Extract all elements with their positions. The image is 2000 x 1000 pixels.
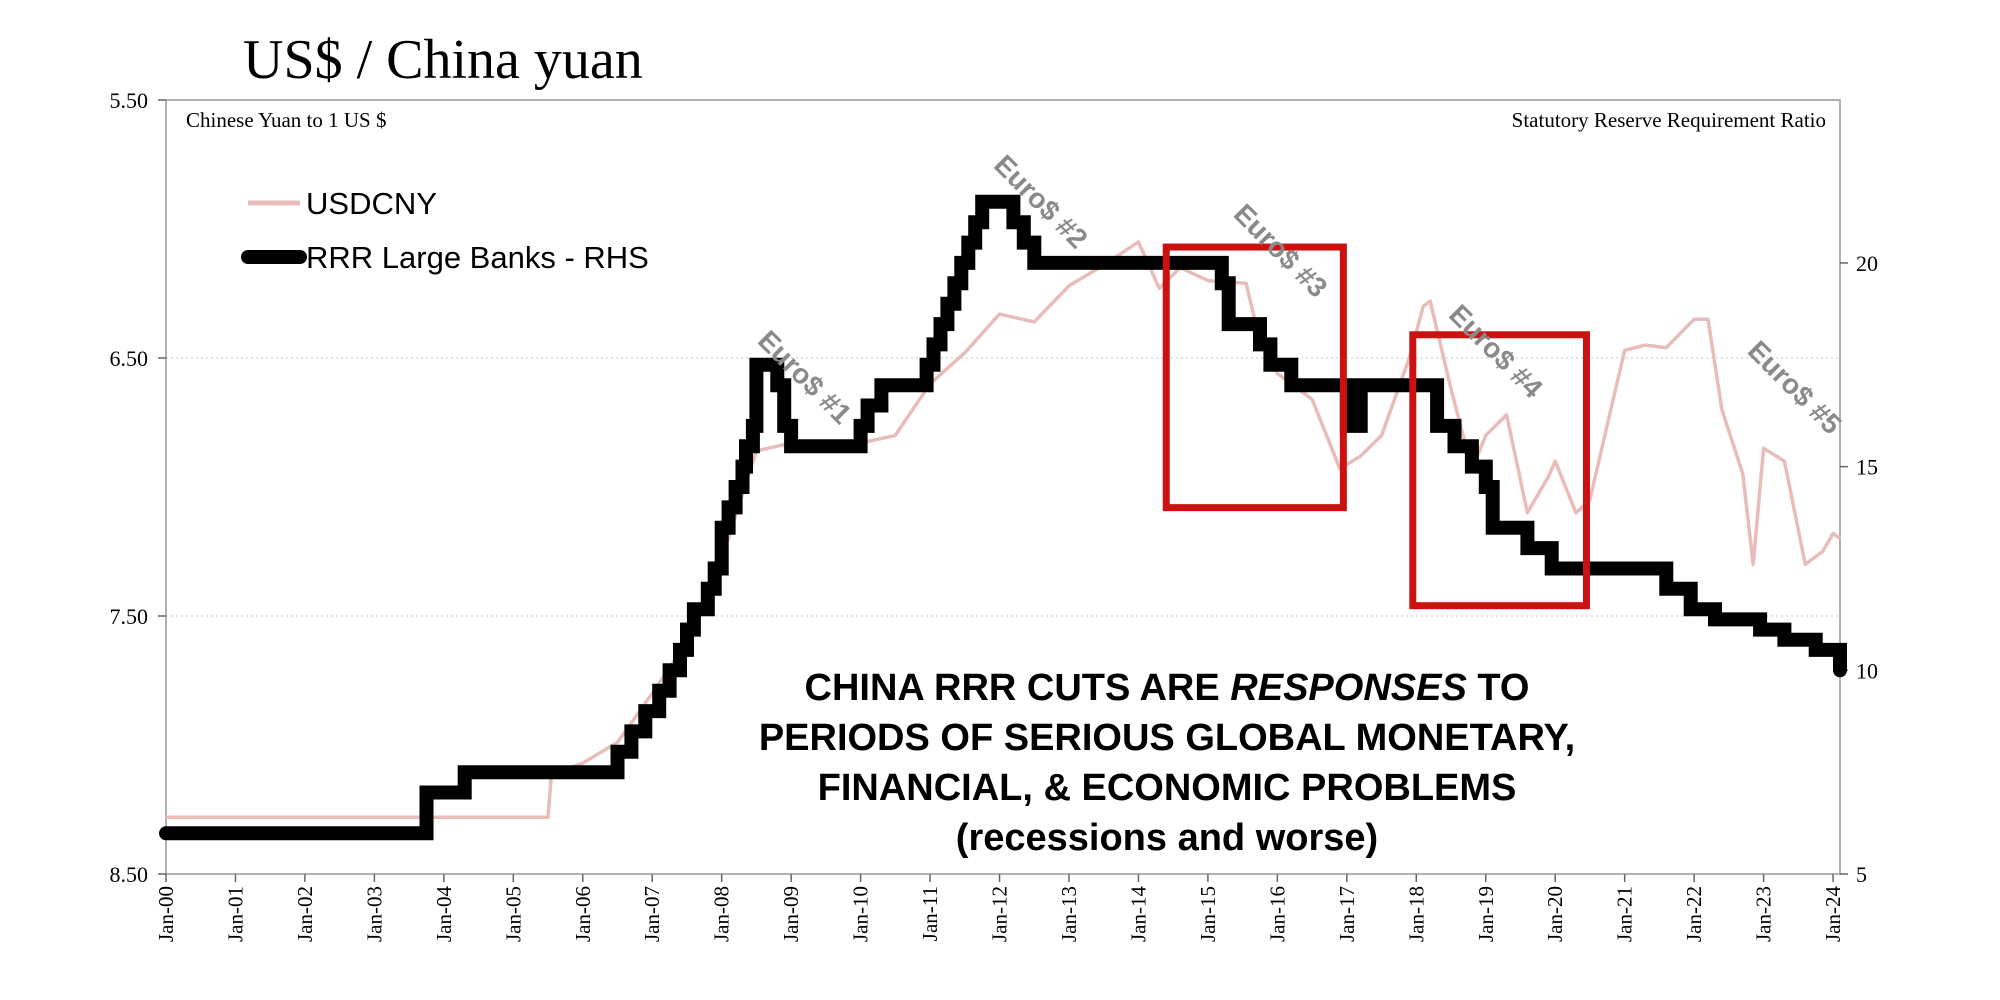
- left-axis-ticks: 5.50 6.50 7.50 8.50: [110, 88, 166, 887]
- callout-text: CHINA RRR CUTS ARE RESPONSES TO PERIODS …: [759, 667, 1575, 859]
- left-tick-label: 6.50: [110, 346, 149, 371]
- x-tick-label: Jan-16: [1265, 886, 1289, 942]
- x-tick-label: Jan-13: [1057, 886, 1081, 942]
- x-tick-label: Jan-14: [1126, 886, 1150, 942]
- legend-rrr-label: RRR Large Banks - RHS: [306, 240, 649, 275]
- highlight-box-1: [1162, 243, 1347, 512]
- callout-line-1: CHINA RRR CUTS ARE RESPONSES TO: [805, 667, 1530, 709]
- x-tick-label: Jan-01: [223, 886, 247, 942]
- gridlines: [166, 357, 1840, 617]
- x-tick-label: Jan-20: [1543, 886, 1567, 942]
- x-tick-label: Jan-06: [571, 886, 595, 942]
- x-tick-label: Jan-23: [1752, 886, 1776, 942]
- x-tick-label: Jan-02: [293, 886, 317, 942]
- left-tick-label: 8.50: [110, 862, 149, 887]
- x-tick-label: Jan-15: [1196, 886, 1220, 942]
- x-tick-label: Jan-09: [779, 886, 803, 942]
- right-axis-title: Statutory Reserve Requirement Ratio: [1512, 108, 1826, 132]
- x-tick-label: Jan-18: [1404, 886, 1428, 942]
- series-rrr-line: [159, 194, 1847, 841]
- x-tick-label: Jan-24: [1821, 886, 1845, 942]
- event-label-3: Euro$ #3: [1228, 198, 1334, 304]
- x-tick-label: Jan-22: [1682, 886, 1706, 942]
- left-axis-title: Chinese Yuan to 1 US $: [186, 108, 386, 132]
- x-tick-label: Jan-17: [1335, 886, 1359, 942]
- x-tick-label: Jan-12: [988, 886, 1012, 942]
- x-tick-label: Jan-11: [918, 886, 942, 941]
- callout-line-2: PERIODS OF SERIOUS GLOBAL MONETARY,: [759, 717, 1575, 759]
- x-tick-label: Jan-19: [1474, 886, 1498, 942]
- x-tick-label: Jan-08: [710, 886, 734, 942]
- right-tick-label: 10: [1856, 658, 1878, 683]
- right-tick-label: 20: [1856, 251, 1878, 276]
- plot-frame: [165, 99, 1841, 875]
- right-tick-label: 15: [1856, 455, 1878, 480]
- right-tick-label: 5: [1856, 862, 1867, 887]
- callout-line-3: FINANCIAL, & ECONOMIC PROBLEMS: [818, 767, 1517, 809]
- event-label-5: Euro$ #5: [1742, 335, 1848, 441]
- left-tick-label: 5.50: [110, 88, 149, 113]
- legend-usdcny-label: USDCNY: [306, 186, 437, 221]
- callout-line-1-start: CHINA RRR CUTS ARE: [805, 667, 1231, 709]
- series-layer: [159, 194, 1847, 841]
- x-tick-label: Jan-05: [501, 886, 525, 942]
- x-tick-label: Jan-03: [362, 886, 386, 942]
- x-tick-label: Jan-21: [1613, 886, 1637, 942]
- chart-title: US$ / China yuan: [243, 29, 643, 91]
- left-tick-label: 7.50: [110, 604, 149, 629]
- x-tick-label: Jan-04: [432, 886, 456, 942]
- x-tick-label: Jan-00: [154, 886, 178, 942]
- x-axis-ticks: Jan-00 Jan-01 Jan-02 Jan-03 Jan-04 Jan-05 Jan-…: [154, 874, 1845, 942]
- callout-line-1-emphasis: RESPONSES: [1230, 667, 1467, 709]
- event-label-1: Euro$ #1: [752, 324, 858, 430]
- legend: USDCNY RRR Large Banks - RHS: [241, 186, 649, 275]
- callout-line-4: (recessions and worse): [956, 817, 1378, 859]
- event-label-4: Euro$ #4: [1443, 299, 1549, 405]
- x-tick-label: Jan-10: [849, 886, 873, 942]
- series-usdcny-line: [166, 240, 1842, 819]
- callout-line-1-tail: TO: [1467, 667, 1530, 709]
- x-tick-label: Jan-07: [640, 886, 664, 942]
- right-axis-ticks: 5 10 15 20: [1840, 251, 1878, 887]
- highlight-box-2: [1409, 331, 1590, 610]
